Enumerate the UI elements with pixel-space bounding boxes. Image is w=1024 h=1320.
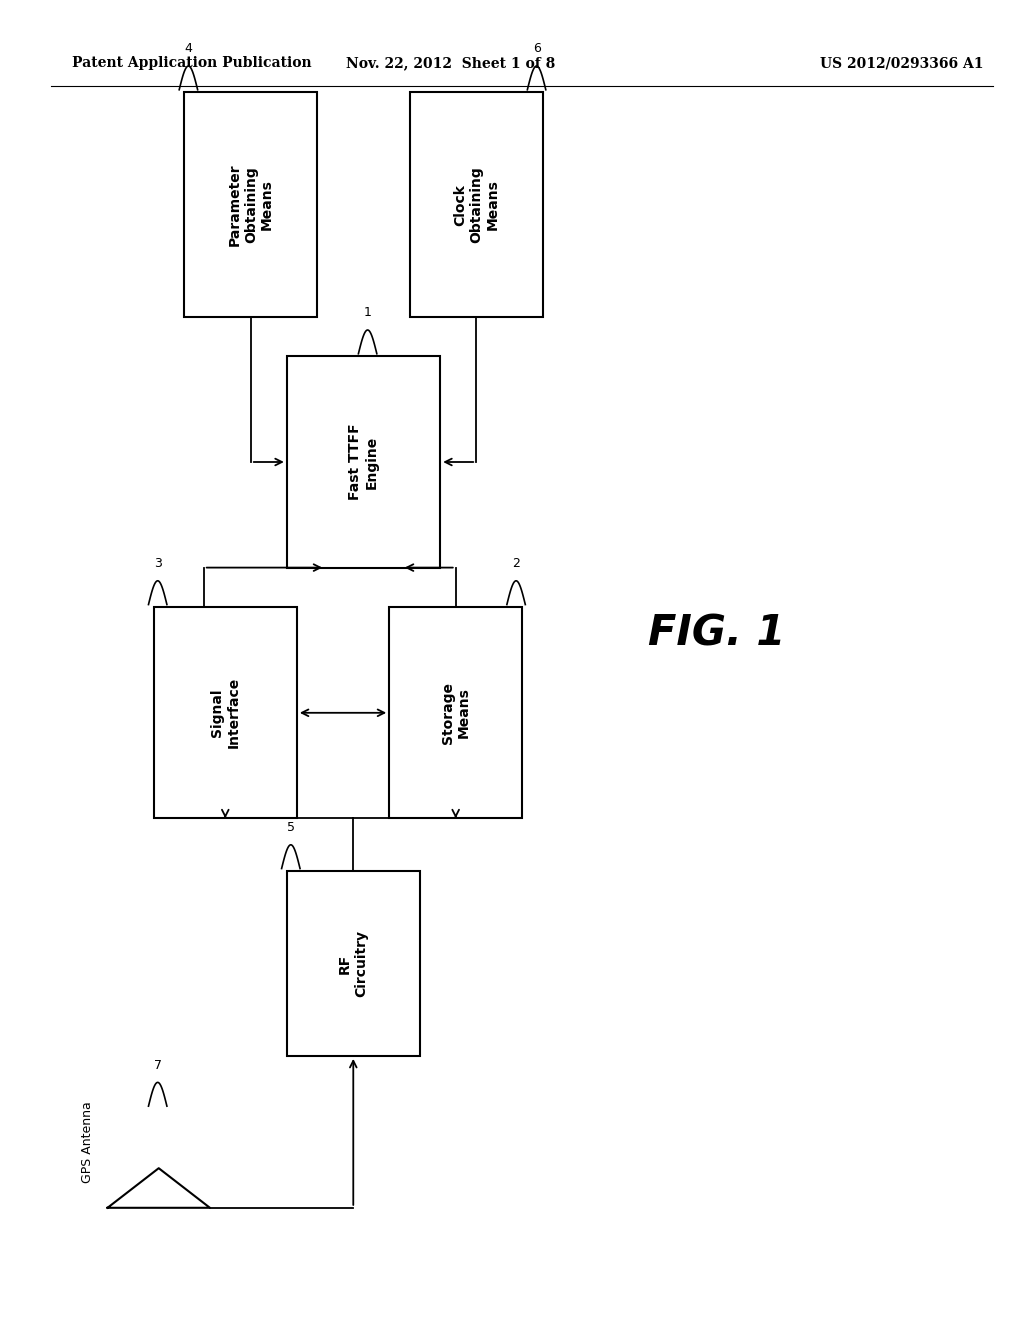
Text: Storage
Means: Storage Means (440, 682, 471, 743)
Text: Signal
Interface: Signal Interface (210, 677, 241, 748)
Text: Nov. 22, 2012  Sheet 1 of 8: Nov. 22, 2012 Sheet 1 of 8 (346, 57, 555, 70)
Text: Clock
Obtaining
Means: Clock Obtaining Means (453, 166, 500, 243)
Bar (410, 92, 543, 317)
Text: Patent Application Publication: Patent Application Publication (72, 57, 311, 70)
Text: GPS Antenna: GPS Antenna (81, 1101, 93, 1183)
Bar (389, 607, 522, 818)
Text: RF
Circuitry: RF Circuitry (338, 931, 369, 997)
Text: 3: 3 (154, 557, 162, 570)
Text: 5: 5 (287, 821, 295, 834)
Bar (287, 356, 440, 568)
Text: US 2012/0293366 A1: US 2012/0293366 A1 (819, 57, 983, 70)
Text: 6: 6 (532, 42, 541, 55)
Text: FIG. 1: FIG. 1 (648, 612, 785, 655)
Bar (184, 92, 317, 317)
Text: 1: 1 (364, 306, 372, 319)
Text: 7: 7 (154, 1059, 162, 1072)
Text: 4: 4 (184, 42, 193, 55)
Text: Parameter
Obtaining
Means: Parameter Obtaining Means (227, 164, 274, 246)
Bar (154, 607, 297, 818)
Text: 2: 2 (512, 557, 520, 570)
Bar (287, 871, 420, 1056)
Text: Fast TTFF
Engine: Fast TTFF Engine (348, 424, 379, 500)
